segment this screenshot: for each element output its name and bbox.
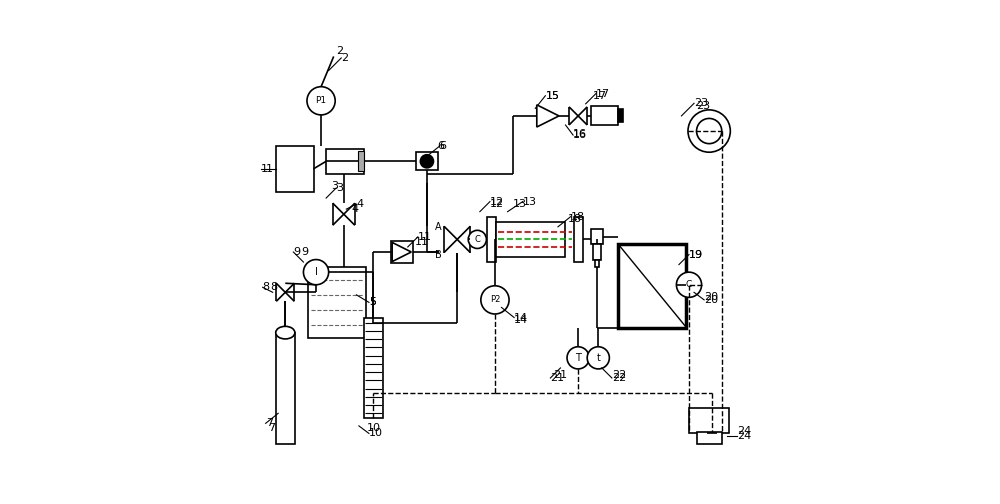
Text: 1: 1	[266, 164, 273, 174]
Text: 18: 18	[568, 214, 582, 224]
Text: 5: 5	[369, 297, 376, 307]
Text: A: A	[435, 222, 442, 232]
Text: 8: 8	[263, 282, 270, 292]
Bar	[487, 217, 496, 262]
Bar	[416, 152, 438, 170]
Text: t: t	[596, 353, 600, 363]
Bar	[689, 408, 729, 433]
Text: 20: 20	[704, 295, 718, 305]
Bar	[391, 241, 413, 263]
Circle shape	[303, 260, 329, 285]
Text: 22: 22	[612, 370, 626, 381]
Text: 2: 2	[336, 46, 343, 56]
Circle shape	[688, 110, 730, 152]
Text: 22: 22	[612, 373, 626, 383]
Text: 18: 18	[571, 212, 585, 222]
Text: 4: 4	[356, 199, 363, 209]
Text: 14: 14	[514, 315, 528, 325]
Circle shape	[697, 118, 722, 144]
Bar	[591, 106, 618, 125]
Circle shape	[307, 87, 335, 115]
Text: 2: 2	[341, 53, 348, 63]
Ellipse shape	[276, 327, 295, 339]
Text: 24: 24	[737, 426, 751, 436]
Bar	[358, 151, 364, 171]
Text: 16: 16	[573, 129, 587, 139]
Bar	[308, 267, 366, 338]
Text: 10: 10	[366, 423, 380, 433]
Text: I: I	[315, 267, 317, 277]
Bar	[593, 244, 601, 260]
Circle shape	[420, 155, 433, 168]
Text: C: C	[686, 280, 692, 289]
Text: 19: 19	[689, 249, 703, 260]
Bar	[591, 229, 603, 244]
Text: 11: 11	[415, 237, 429, 247]
Bar	[326, 149, 364, 174]
Text: 12: 12	[490, 199, 504, 209]
Text: 7: 7	[266, 418, 273, 428]
Bar	[276, 333, 295, 444]
Text: P2: P2	[490, 295, 500, 304]
Bar	[595, 260, 599, 267]
Text: B: B	[435, 249, 442, 260]
Text: 11: 11	[418, 232, 432, 242]
Bar	[496, 222, 565, 257]
Bar	[574, 217, 583, 262]
Text: 15: 15	[545, 91, 559, 101]
Bar	[618, 244, 686, 328]
Text: 3: 3	[331, 181, 338, 192]
Text: 1: 1	[261, 164, 268, 174]
Bar	[618, 109, 623, 122]
Circle shape	[481, 286, 509, 314]
Text: C: C	[474, 235, 480, 244]
Circle shape	[567, 347, 589, 369]
Polygon shape	[537, 105, 559, 127]
Text: 13: 13	[523, 197, 537, 207]
Text: 6: 6	[437, 141, 444, 151]
Text: 23: 23	[697, 101, 711, 111]
Circle shape	[587, 347, 609, 369]
Text: 17: 17	[593, 91, 607, 101]
Text: 19: 19	[689, 249, 703, 260]
Text: 9: 9	[301, 247, 308, 257]
Text: 6: 6	[440, 141, 447, 151]
Text: 16: 16	[573, 130, 587, 140]
Text: 21: 21	[550, 373, 565, 383]
Text: 15: 15	[545, 91, 559, 101]
Text: 8: 8	[270, 282, 277, 292]
Text: 21: 21	[553, 370, 567, 381]
Text: 3: 3	[336, 183, 343, 193]
Text: 10: 10	[369, 428, 383, 438]
Bar	[364, 318, 383, 418]
Text: 13: 13	[513, 199, 527, 209]
Text: 20: 20	[704, 292, 718, 302]
Text: 12: 12	[490, 197, 504, 207]
Circle shape	[468, 230, 486, 248]
Text: 4: 4	[351, 204, 358, 214]
Bar	[697, 432, 722, 444]
Text: 14: 14	[514, 312, 528, 323]
Text: 17: 17	[596, 89, 610, 99]
Text: 7: 7	[268, 423, 275, 433]
Text: 5: 5	[369, 297, 376, 307]
Bar	[276, 146, 314, 192]
Text: 23: 23	[694, 98, 708, 108]
Text: T: T	[575, 353, 581, 363]
Circle shape	[676, 272, 702, 297]
Polygon shape	[392, 242, 411, 262]
Text: P1: P1	[316, 96, 327, 105]
Text: 24: 24	[737, 431, 751, 441]
Text: 9: 9	[293, 247, 300, 257]
